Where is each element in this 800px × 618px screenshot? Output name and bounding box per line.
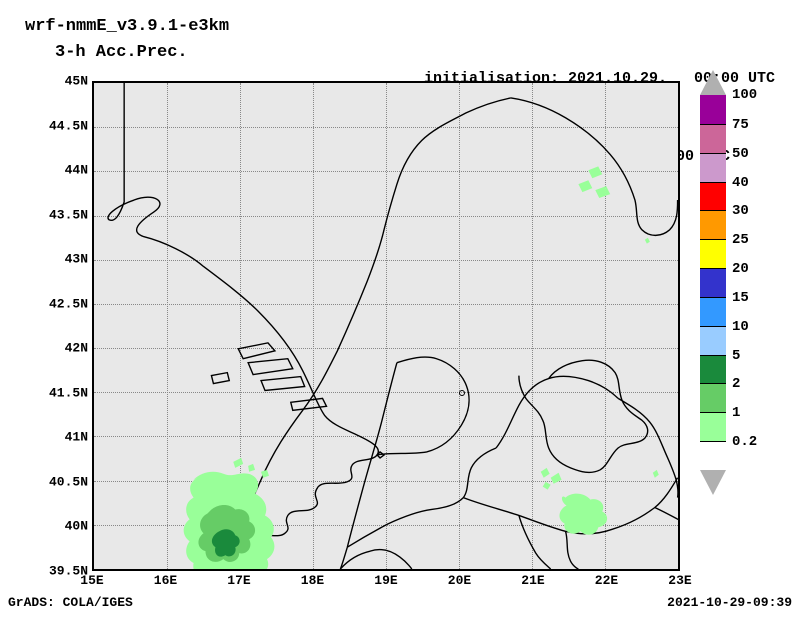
yaxis-tick-label: 45N <box>40 74 88 89</box>
legend-color-swatch: 15 <box>700 297 726 326</box>
product-label: 3-h Acc.Prec. <box>55 40 229 66</box>
legend-color-swatch: 40 <box>700 182 726 211</box>
footer-left-label: GrADS: COLA/IGES <box>8 595 133 610</box>
xaxis-tick-label: 17E <box>227 573 250 588</box>
legend-color-swatch: 100 <box>700 95 726 124</box>
legend-color-swatch: 25 <box>700 239 726 268</box>
city-marker <box>459 390 465 396</box>
legend-triangle-bottom <box>700 470 726 495</box>
legend-triangle-top <box>700 70 726 95</box>
yaxis-tick-label: 40.5N <box>40 474 88 489</box>
country-borders <box>94 83 678 569</box>
yaxis-tick-label: 44.5N <box>40 118 88 133</box>
model-label: wrf-nmmE_v3.9.1-e3km <box>25 14 229 40</box>
legend-color-swatch: 75 <box>700 124 726 153</box>
yaxis-tick-label: 41.5N <box>40 385 88 400</box>
yaxis-tick-label: 42.5N <box>40 296 88 311</box>
yaxis-tick-label: 43N <box>40 252 88 267</box>
xaxis-tick-label: 16E <box>154 573 177 588</box>
yaxis-tick-label: 40N <box>40 519 88 534</box>
map-plot-area[interactable] <box>92 81 680 571</box>
header-title-block: wrf-nmmE_v3.9.1-e3km 3-h Acc.Prec. <box>25 14 229 66</box>
yaxis-tick-label: 42N <box>40 341 88 356</box>
legend-color-swatch: 10 <box>700 326 726 355</box>
legend-value-label: 10 <box>732 319 749 335</box>
xaxis-tick-label: 20E <box>448 573 471 588</box>
xaxis-tick-label: 18E <box>301 573 324 588</box>
legend-color-swatch: 30 <box>700 210 726 239</box>
legend-color-swatch: 0.2 <box>700 441 726 470</box>
legend-value-label: 5 <box>732 348 740 364</box>
legend-color-swatch: 20 <box>700 268 726 297</box>
legend-value-label: 1 <box>732 405 740 421</box>
legend-color-swatch: 5 <box>700 355 726 384</box>
xaxis-tick-label: 23E <box>668 573 691 588</box>
legend-color-swatch: 2 <box>700 383 726 412</box>
legend-value-label: 75 <box>732 117 749 133</box>
legend-value-label: 25 <box>732 232 749 248</box>
legend-value-label: 20 <box>732 261 749 277</box>
legend-value-label: 50 <box>732 146 749 162</box>
legend-color-swatch: 1 <box>700 412 726 441</box>
legend: 100 75 50 40 30 25 20 15 10 5 2 1 0.2 <box>700 95 726 470</box>
yaxis-tick-label: 44N <box>40 163 88 178</box>
yaxis-tick-label: 41N <box>40 430 88 445</box>
legend-value-label: 40 <box>732 175 749 191</box>
yaxis-tick-label: 39.5N <box>40 564 88 579</box>
xaxis-tick-label: 19E <box>374 573 397 588</box>
xaxis-tick-label: 21E <box>521 573 544 588</box>
legend-value-label: 100 <box>732 87 757 103</box>
legend-value-label: 15 <box>732 290 749 306</box>
legend-value-label: 30 <box>732 203 749 219</box>
legend-color-swatch: 50 <box>700 153 726 182</box>
footer-right-label: 2021-10-29-09:39 <box>667 595 792 610</box>
header: wrf-nmmE_v3.9.1-e3km 3-h Acc.Prec. initi… <box>0 14 800 69</box>
yaxis-tick-label: 43.5N <box>40 207 88 222</box>
legend-value-label: 2 <box>732 376 740 392</box>
xaxis-tick-label: 22E <box>595 573 618 588</box>
legend-value-label: 0.2 <box>732 434 757 450</box>
